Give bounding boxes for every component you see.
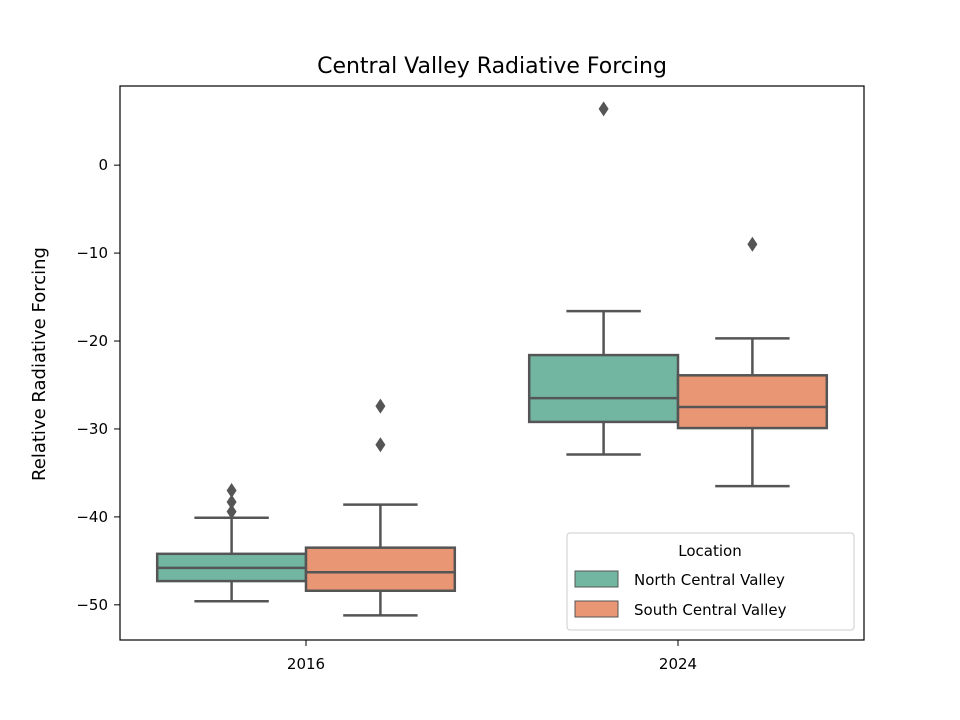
legend-label-south: South Central Valley: [634, 601, 787, 619]
y-tick-label: −40: [76, 508, 108, 526]
outlier-point: [226, 504, 237, 520]
outlier-point: [747, 236, 758, 252]
plot-area: 0 −10 −20 −30 −40 −50 2016 2024: [76, 101, 829, 673]
outlier-point: [375, 437, 386, 453]
box: [304, 546, 457, 593]
axes-frame: [119, 85, 865, 641]
outlier-point: [598, 101, 609, 117]
outlier-point: [226, 494, 237, 510]
y-axis-label: Relative Radiative Forcing: [29, 247, 50, 481]
legend-swatch-south: [574, 600, 619, 618]
x-tick-label: 2016: [287, 655, 325, 673]
legend-swatch-north: [574, 570, 619, 588]
x-tick-label: 2024: [659, 655, 697, 673]
legend-label-north: North Central Valley: [634, 571, 785, 589]
y-tick-label: −50: [76, 596, 108, 614]
legend: Location North Central Valley South Cent…: [566, 532, 855, 631]
legend-title: Location: [678, 542, 741, 560]
y-tick-label: −20: [76, 332, 108, 350]
box: [527, 353, 680, 424]
outlier-point: [375, 398, 386, 414]
outlier-point: [226, 483, 237, 499]
y-tick-label: −30: [76, 420, 108, 438]
y-tick-label: −10: [76, 244, 108, 262]
legend-frame: [566, 532, 855, 631]
chart-title: Central Valley Radiative Forcing: [317, 54, 667, 79]
y-tick-label: 0: [98, 156, 108, 174]
box: [676, 374, 829, 430]
